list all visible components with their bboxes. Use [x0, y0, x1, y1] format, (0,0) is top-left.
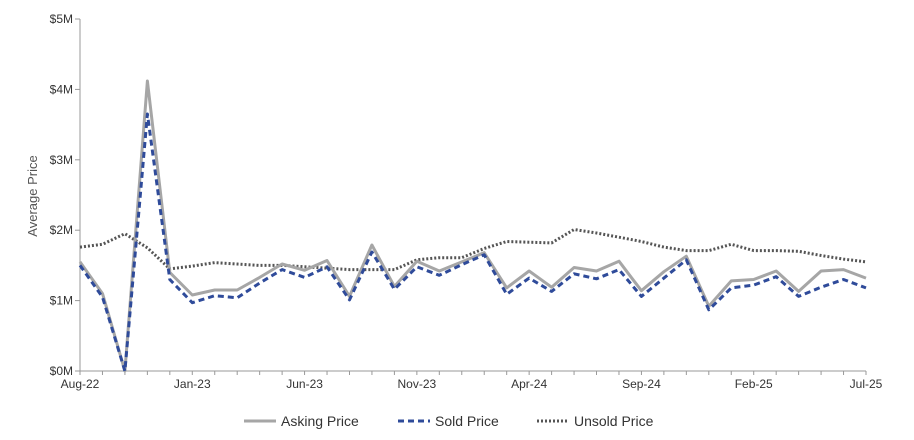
legend: Asking Price Sold Price Unsold Price — [244, 413, 654, 429]
x-tick-label: Jul-25 — [850, 377, 883, 391]
legend-label: Unsold Price — [574, 413, 654, 429]
y-tick-label: $0M — [50, 364, 73, 378]
series-line-sold-price — [78, 112, 867, 373]
y-tick-label: $4M — [50, 82, 73, 96]
x-axis: Aug-22 Jan-23 Jun-23 Nov-23 Apr-24 Sep-24 Feb-… — [61, 370, 883, 391]
y-tick-label: $5M — [50, 12, 73, 26]
series-line-asking-price — [78, 79, 867, 373]
y-tick-label: $3M — [50, 153, 73, 167]
x-tick-label: Feb-25 — [735, 377, 773, 391]
x-tick-label: Sep-24 — [622, 377, 661, 391]
x-tick-label: Aug-22 — [61, 377, 100, 391]
y-axis-title: Average Price — [25, 155, 40, 236]
y-tick-label: $1M — [50, 294, 73, 308]
y-axis: $0M $1M $2M $3M $4M $5M — [50, 12, 81, 378]
legend-label: Asking Price — [281, 413, 359, 429]
x-tick-label: Apr-24 — [511, 377, 547, 391]
legend-label: Sold Price — [435, 413, 499, 429]
x-tick-label: Nov-23 — [398, 377, 437, 391]
x-tick-label: Jun-23 — [286, 377, 323, 391]
x-tick-label: Jan-23 — [174, 377, 211, 391]
y-tick-label: $2M — [50, 223, 73, 237]
series-layer — [78, 79, 867, 373]
series-line-unsold-price — [79, 228, 867, 272]
